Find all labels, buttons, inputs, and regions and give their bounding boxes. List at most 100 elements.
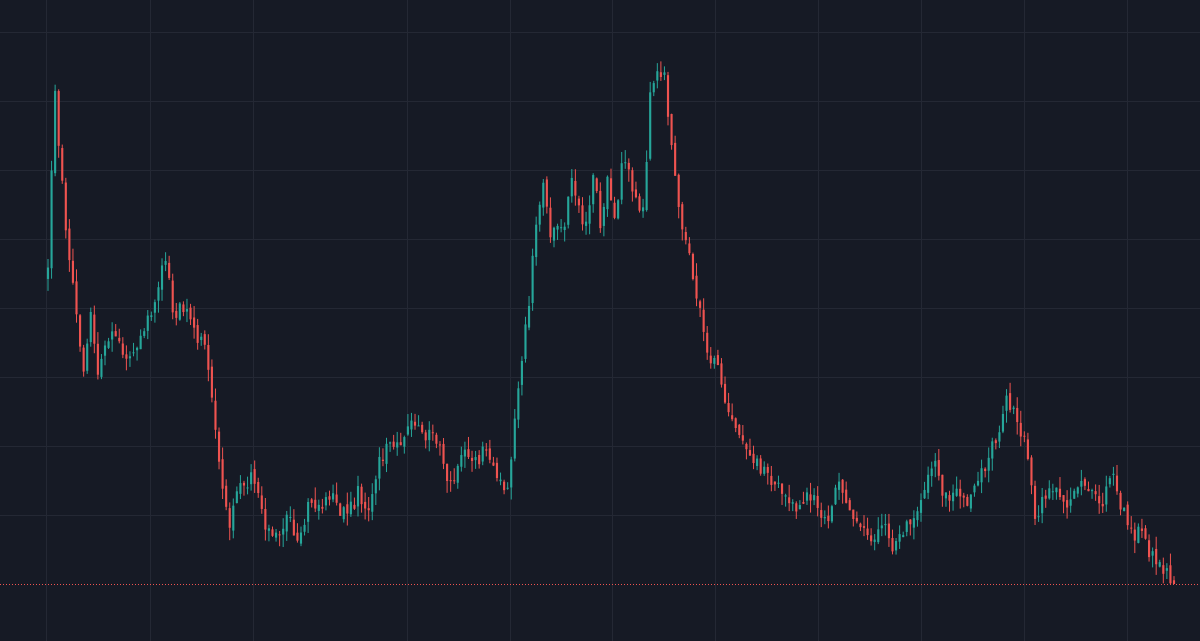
candle-body-up	[642, 207, 645, 212]
candle-body-up	[389, 442, 392, 444]
candle-body-up	[164, 260, 167, 265]
candle-body-up	[1069, 499, 1072, 506]
candle-body-up	[250, 472, 253, 485]
candle-body-up	[955, 488, 958, 496]
candle-body-up	[274, 532, 278, 538]
candle-body-down	[260, 495, 263, 509]
candle-body-up	[513, 418, 516, 459]
candle-body-up	[873, 539, 876, 542]
candle-body-down	[1115, 475, 1119, 492]
candle-body-up	[588, 205, 591, 224]
candle-body-up	[456, 465, 459, 483]
candle-body-up	[428, 429, 431, 441]
candle-body-down	[257, 481, 260, 494]
candle-body-down	[264, 509, 267, 530]
candle-body-up	[973, 485, 976, 493]
candle-body-down	[271, 529, 274, 536]
candle-body-down	[221, 459, 224, 489]
candle-body-down	[731, 415, 734, 420]
candle-body-up	[474, 457, 477, 461]
candle-body-down	[848, 500, 851, 511]
candle-body-up	[606, 176, 609, 210]
candle-body-down	[666, 75, 670, 117]
candle-body-up	[246, 487, 249, 489]
candle-body-up	[567, 196, 570, 225]
candle-body-down	[203, 334, 206, 345]
candle-body-up	[232, 505, 235, 531]
candle-body-down	[118, 337, 121, 342]
candle-body-down	[1062, 495, 1065, 502]
candle-body-down	[752, 453, 755, 464]
candle-body-down	[217, 431, 221, 462]
candle-body-down	[1140, 528, 1143, 531]
candle-body-up	[713, 358, 716, 364]
candle-body-down	[431, 432, 434, 434]
candle-body-down	[827, 515, 830, 522]
candle-body-down	[207, 344, 210, 370]
candle-body-down	[79, 315, 82, 347]
candle-body-down	[435, 434, 438, 444]
candle-body-down	[699, 301, 702, 308]
candle-body-up	[784, 495, 787, 497]
candle-body-down	[862, 526, 866, 528]
candle-body-up	[132, 352, 135, 354]
candle-body-up	[663, 72, 666, 75]
candle-body-up	[160, 265, 164, 290]
candle-body-up	[919, 500, 923, 513]
candle-body-down	[994, 440, 997, 444]
candle-body-down	[748, 450, 752, 456]
candle-body-up	[235, 491, 238, 504]
candle-body-down	[182, 304, 185, 313]
candle-body-down	[449, 480, 452, 482]
candle-body-up	[1151, 551, 1154, 556]
candle-body-down	[310, 499, 313, 503]
candle-series	[46, 61, 1176, 584]
candle-body-down	[820, 510, 823, 518]
candle-body-up	[396, 442, 399, 448]
candle-body-up	[89, 312, 92, 343]
candle-body-down	[1147, 540, 1151, 558]
candle-body-up	[289, 516, 292, 518]
candle-body-up	[830, 506, 833, 522]
candle-body-down	[716, 355, 719, 366]
candle-body-down	[470, 457, 474, 461]
candle-body-up	[777, 482, 780, 484]
candle-body-down	[381, 459, 385, 461]
candle-body-up	[934, 460, 937, 467]
candle-body-down	[424, 432, 427, 441]
candle-body-down	[485, 449, 488, 451]
candle-body-up	[877, 529, 880, 543]
candle-body-up	[1041, 496, 1044, 514]
candle-body-up	[527, 305, 531, 328]
candle-body-down	[175, 310, 178, 318]
candle-body-up	[1137, 526, 1140, 543]
candle-body-up	[563, 226, 566, 231]
candle-body-up	[54, 90, 57, 174]
candle-body-down	[196, 325, 199, 343]
candle-body-up	[834, 487, 837, 505]
candle-body-down	[845, 489, 848, 503]
candle-body-up	[987, 457, 990, 471]
candle-body-up	[976, 480, 980, 486]
candle-body-up	[307, 501, 310, 522]
candle-body-down	[802, 502, 805, 504]
candle-body-down	[114, 331, 117, 337]
candle-body-down	[948, 495, 951, 501]
candle-body-up	[823, 516, 826, 519]
candle-body-down	[638, 196, 641, 211]
candle-body-down	[292, 519, 295, 536]
candle-body-down	[1098, 496, 1101, 504]
candle-body-up	[50, 170, 53, 269]
candle-body-up	[499, 479, 502, 482]
candle-body-up	[146, 315, 149, 331]
candle-body-down	[335, 494, 338, 503]
candle-body-up	[1105, 486, 1108, 505]
candle-body-down	[706, 332, 709, 353]
candle-body-down	[1101, 503, 1104, 507]
candle-body-down	[1094, 491, 1097, 495]
candle-body-up	[880, 525, 883, 529]
candle-body-up	[1165, 568, 1168, 571]
candle-body-down	[413, 421, 417, 426]
candle-body-up	[282, 528, 285, 535]
candle-body-down	[691, 253, 695, 280]
